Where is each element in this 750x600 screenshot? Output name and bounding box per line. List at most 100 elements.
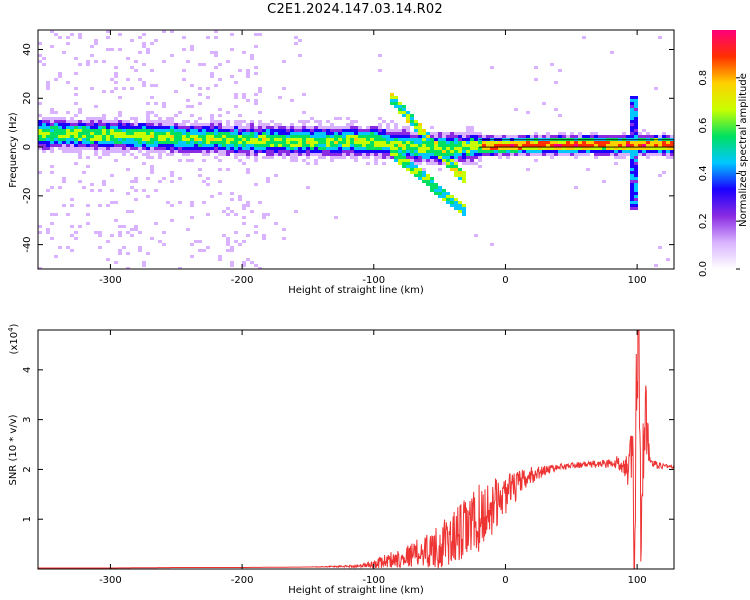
spectrogram-cell xyxy=(94,117,98,120)
spectrogram-cell xyxy=(542,132,546,135)
spectrogram-cell xyxy=(502,135,506,138)
spectrogram-cell xyxy=(634,117,638,120)
spectrogram-cell xyxy=(118,120,122,123)
spectrogram-cell xyxy=(142,132,146,135)
spectrogram-cell xyxy=(290,132,294,135)
spectrogram-cell xyxy=(426,132,430,135)
spectrogram-cell xyxy=(442,141,446,144)
spectrogram-x-axis-label: Height of straight line (km) xyxy=(288,285,424,296)
spectrogram-cell xyxy=(262,213,266,216)
spectrogram-cell xyxy=(150,141,154,144)
spectrogram-cell xyxy=(514,156,518,159)
spectrogram-cell xyxy=(74,156,78,159)
spectrogram-cell xyxy=(430,123,434,126)
spectrogram-cell xyxy=(590,129,594,132)
spectrogram-cell xyxy=(154,222,158,225)
spectrogram-cell xyxy=(374,126,378,129)
spectrogram-cell xyxy=(558,132,562,135)
spectrogram-cell xyxy=(486,147,490,150)
spectrogram-cell xyxy=(150,69,154,72)
spectrogram-cell xyxy=(262,234,266,237)
spectrogram-cell xyxy=(402,156,406,159)
spectrogram-cell xyxy=(322,144,326,147)
spectrogram-cell xyxy=(82,153,86,156)
spectrogram-cell xyxy=(162,213,166,216)
spectrogram-cell xyxy=(486,156,490,159)
spectrogram-cell xyxy=(638,147,642,150)
spectrogram-cell xyxy=(82,117,86,120)
spectrogram-cell xyxy=(146,114,150,117)
spectrogram-cell xyxy=(474,147,478,150)
spectrogram-cell xyxy=(126,210,130,213)
spectrogram-cell xyxy=(670,141,674,144)
spectrogram-cell xyxy=(306,129,310,132)
spectrogram-cell xyxy=(482,150,486,153)
spectrogram-cell xyxy=(442,159,446,162)
spectrogram-cell xyxy=(98,48,102,51)
spectrogram-cell xyxy=(350,141,354,144)
spectrogram-cell xyxy=(170,147,174,150)
spectrogram-cell xyxy=(418,126,422,129)
spectrogram-cell xyxy=(474,150,478,153)
spectrogram-cell xyxy=(462,204,466,207)
spectrogram-cell xyxy=(358,141,362,144)
spectrogram-cell xyxy=(138,216,142,219)
spectrogram-cell xyxy=(110,144,114,147)
spectrogram-cell xyxy=(126,78,130,81)
spectrogram-cell xyxy=(318,153,322,156)
spectrogram-cell xyxy=(354,144,358,147)
spectrogram-cell xyxy=(154,129,158,132)
spectrogram-cell xyxy=(214,54,218,57)
spectrogram-cell xyxy=(42,222,46,225)
spectrogram-cell xyxy=(170,138,174,141)
spectrogram-cell xyxy=(198,117,202,120)
spectrogram-cell xyxy=(518,144,522,147)
spectrogram-cell xyxy=(290,159,294,162)
spectrogram-cell xyxy=(54,189,58,192)
spectrogram-cell xyxy=(214,156,218,159)
spectrogram-cell xyxy=(270,129,274,132)
spectrogram-cell xyxy=(398,135,402,138)
spectrogram-cell xyxy=(174,69,178,72)
spectrogram-cell xyxy=(438,195,442,198)
spectrogram-cell xyxy=(374,159,378,162)
spectrogram-cell xyxy=(154,153,158,156)
spectrogram-cell xyxy=(410,150,414,153)
spectrogram-cell xyxy=(238,69,242,72)
spectrogram-cell xyxy=(74,57,78,60)
spectrogram-cell xyxy=(38,231,42,234)
spectrogram-cell xyxy=(106,129,110,132)
spectrogram-cell xyxy=(514,147,518,150)
spectrogram-cell xyxy=(446,126,450,129)
spectrogram-cell xyxy=(134,144,138,147)
spectrogram-cell xyxy=(182,48,186,51)
spectrogram-cell xyxy=(218,123,222,126)
spectrogram-cell xyxy=(558,135,562,138)
spectrogram-cell xyxy=(158,120,162,123)
spectrogram-cell xyxy=(454,207,458,210)
spectrogram-cell xyxy=(666,153,670,156)
spectrogram-cell xyxy=(250,147,254,150)
spectrogram-cell xyxy=(458,168,462,171)
spectrogram-cell xyxy=(190,63,194,66)
spectrogram-cell xyxy=(302,150,306,153)
spectrogram-cell xyxy=(630,201,634,204)
spectrogram-cell xyxy=(86,192,90,195)
spectrogram-cell xyxy=(322,141,326,144)
spectrogram-cell xyxy=(254,66,258,69)
spectrogram-cell xyxy=(406,144,410,147)
spectrogram-cell xyxy=(546,147,550,150)
spectrogram-cell xyxy=(90,129,94,132)
spectrogram-cell xyxy=(590,150,594,153)
spectrogram-cell xyxy=(302,264,306,267)
spectrogram-cell xyxy=(150,120,154,123)
spectrogram-cell xyxy=(414,126,418,129)
spectrogram-cell xyxy=(106,159,110,162)
spectrogram-cell xyxy=(198,84,202,87)
spectrogram-cell xyxy=(566,135,570,138)
spectrogram-cell xyxy=(450,126,454,129)
spectrogram-cell xyxy=(266,156,270,159)
spectrogram-cell xyxy=(422,159,426,162)
spectrogram-cell xyxy=(130,141,134,144)
spectrogram-cell xyxy=(198,174,202,177)
